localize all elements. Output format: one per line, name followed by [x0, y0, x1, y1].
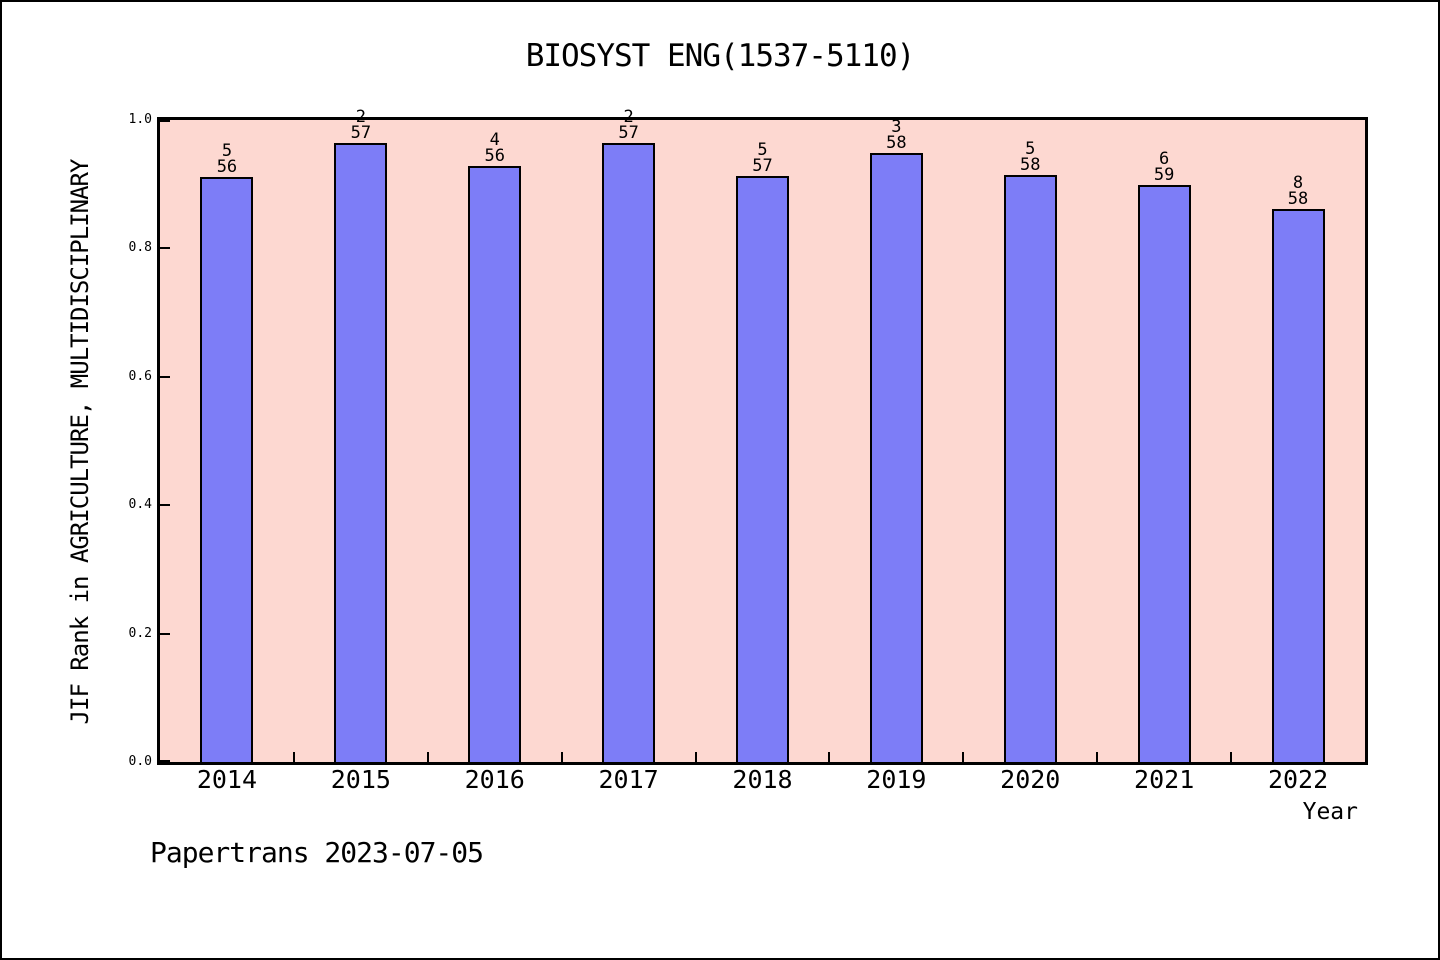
bar-rank-value: 2 [623, 107, 634, 127]
y-tick-label-0.8: 0.8 [128, 240, 152, 256]
bar-rank-value: 6 [1159, 149, 1170, 169]
bar-value-label-2015: 2 57 [321, 107, 401, 143]
chart-title: BIOSYST ENG(1537-5110) [525, 38, 916, 74]
x-minor-tick [1230, 752, 1233, 762]
y-tick-label-0.6: 0.6 [128, 368, 152, 384]
plot-inner: 5 56 2 57 4 56 2 57 5 57 3 58 5 58 6 59 8 58 [160, 109, 1365, 762]
bar-2022 [1271, 209, 1325, 762]
bar-rank-value: 5 [221, 141, 233, 161]
bar-total-value: 57 [752, 156, 773, 176]
bar-2015 [334, 143, 388, 762]
x-tick-label-2016: 2016 [464, 765, 525, 794]
bar-total-value: 57 [618, 123, 639, 143]
x-tick-label-2017: 2017 [598, 765, 659, 794]
bar-value-label-2017: 2 57 [589, 107, 669, 143]
bar-rank-value: 2 [355, 107, 366, 127]
bar-total-value: 59 [1153, 165, 1175, 185]
y-tick [160, 375, 170, 378]
x-minor-tick [962, 752, 965, 762]
bar-2014 [200, 177, 254, 762]
x-tick-label-2018: 2018 [732, 765, 793, 794]
bar-total-value: 56 [484, 146, 505, 166]
x-tick-label-2020: 2020 [1000, 765, 1061, 794]
bar-2020 [1003, 175, 1057, 762]
plot-area: 5 56 2 57 4 56 2 57 5 57 3 58 5 58 6 59 8 58 [157, 109, 1368, 765]
bar-total-value: 58 [1287, 189, 1309, 209]
bar-value-label-2014: 5 56 [187, 141, 267, 177]
x-axis-label: Year [1302, 799, 1358, 825]
bar-rank-value: 3 [891, 117, 902, 137]
y-tick-label-0.2: 0.2 [128, 625, 152, 641]
bar-rank-value: 5 [757, 140, 768, 160]
bar-value-label-2020: 5 58 [990, 139, 1070, 175]
x-minor-tick [426, 752, 429, 762]
y-tick-label-0.0: 0.0 [128, 754, 152, 769]
bar-value-label-2022: 8 58 [1258, 173, 1338, 209]
bar-value-label-2018: 5 57 [723, 140, 803, 176]
x-tick-label-2022: 2022 [1267, 765, 1329, 794]
x-minor-tick [292, 752, 295, 762]
bar-value-label-2019: 3 58 [856, 117, 936, 153]
y-tick [160, 247, 170, 250]
bar-total-value: 58 [1020, 155, 1041, 175]
bar-rank-value: 8 [1292, 173, 1304, 193]
y-tick [160, 120, 170, 122]
bar-rank-value: 4 [489, 130, 500, 150]
bar-2021 [1137, 185, 1191, 762]
bar-total-value: 58 [886, 133, 907, 153]
y-tick [160, 760, 170, 762]
y-tick [160, 504, 170, 507]
x-minor-tick [560, 752, 563, 762]
bar-total-value: 57 [350, 123, 372, 143]
bar-value-label-2021: 6 59 [1124, 149, 1204, 185]
bar-2017 [602, 143, 656, 762]
bar-rank-value: 5 [1025, 139, 1036, 159]
bar-total-value: 56 [216, 157, 238, 177]
y-tick-label-0.4: 0.4 [128, 497, 152, 513]
x-minor-tick [828, 752, 831, 762]
bar-2016 [468, 166, 522, 762]
watermark-text: Papertrans 2023-07-05 [150, 836, 484, 869]
x-minor-tick [694, 752, 697, 762]
bar-value-label-2016: 4 56 [455, 130, 535, 166]
x-tick-label-2021: 2021 [1134, 765, 1195, 794]
y-tick [160, 632, 170, 635]
y-tick-label-1.0: 1.0 [128, 112, 152, 127]
x-tick-label-2015: 2015 [330, 765, 391, 794]
x-tick-label-2014: 2014 [196, 765, 258, 794]
bar-2019 [869, 153, 923, 762]
x-minor-tick [1096, 752, 1099, 762]
bar-2018 [736, 176, 789, 762]
x-tick-label-2019: 2019 [866, 765, 927, 794]
